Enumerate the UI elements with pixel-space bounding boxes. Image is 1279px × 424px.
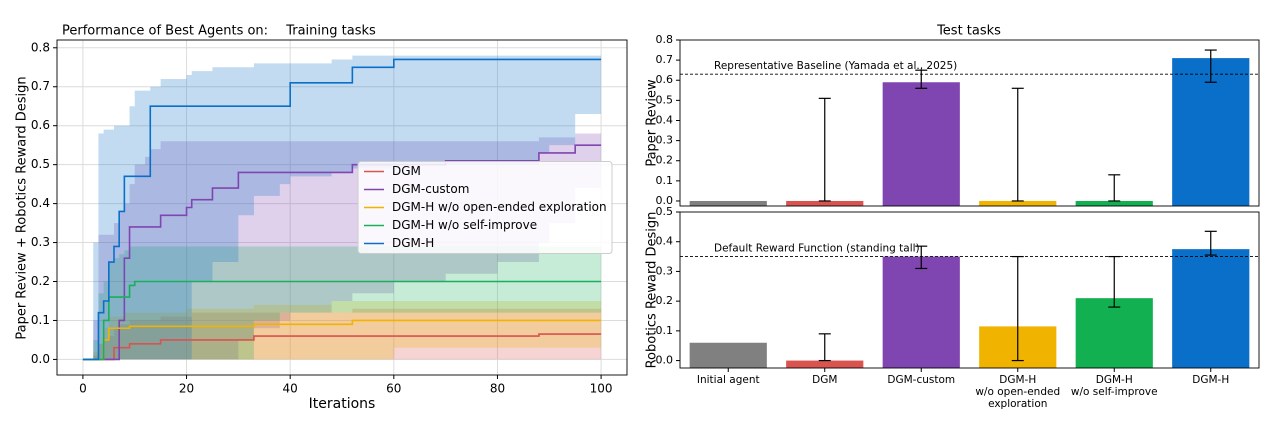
y-tick-label: 0.4 [31,196,50,210]
confidence-band [82,55,602,360]
y-tick-label: 0.8 [31,40,50,54]
bar [689,342,767,368]
bar [1075,298,1153,368]
confidence-band [82,246,602,360]
y-tick-label: 0.1 [656,174,674,187]
axes-frame [679,39,1260,207]
y-tick-label: 0.6 [31,118,50,132]
chart-title: Training tasks [285,24,376,39]
series-line [82,333,602,361]
reference-label: Default Reward Function (standing tall) [714,243,920,255]
legend-label: DGM-H [392,236,434,250]
y-tick-label: 0.3 [656,264,674,277]
x-tick-label: DGM-H w/o open-ended exploration [975,374,1061,410]
y-tick-label: 0.5 [656,205,674,218]
series-line [82,58,602,361]
y-tick-label: 0.7 [31,79,50,93]
axes-frame [56,39,628,376]
y-tick-label: 0.4 [656,235,674,248]
x-tick-label: 100 [590,382,613,396]
bar [882,256,960,368]
y-axis-label: Paper Review + Robotics Reward Design [15,76,30,339]
legend-label: DGM-H w/o open-ended exploration [392,200,607,214]
y-axis-label: Paper Review [645,79,660,167]
y-tick-label: 0.1 [656,324,674,337]
y-tick-label: 0.0 [656,354,674,367]
y-tick-label: 0.5 [31,157,50,171]
y-tick-label: 0.6 [656,73,674,86]
y-tick-label: 0.3 [31,235,50,249]
x-tick-label: 40 [283,382,298,396]
legend-label: DGM [392,164,421,178]
series-line [82,319,602,361]
x-tick-label: 60 [386,382,401,396]
legend-label: DGM-H w/o self-improve [392,218,537,232]
y-tick-label: 0.5 [656,93,674,106]
bar [1172,249,1250,368]
y-axis-label: Robotics Reward Design [645,212,660,369]
bar [689,200,767,206]
x-tick-label: DGM [812,374,838,386]
x-tick-label: Initial agent [696,374,760,386]
y-tick-label: 0.2 [656,294,674,307]
y-tick-label: 0.3 [656,134,674,147]
y-tick-label: 0.4 [656,113,674,126]
bar [786,360,864,368]
suptitle: Performance of Best Agents on: [62,24,268,39]
series-line [82,144,602,361]
x-axis-label: Iterations [309,396,376,412]
y-tick-label: 0.1 [31,313,50,327]
bar [979,200,1057,206]
confidence-band [82,300,602,360]
bar [786,200,864,206]
confidence-band [82,308,602,360]
x-tick-label: 0 [79,382,87,396]
x-tick-label: DGM-H [1192,374,1230,386]
reference-label: Representative Baseline (Yamada et al., … [714,60,957,72]
x-tick-label: DGM-custom [887,374,956,386]
y-tick-label: 0.0 [656,194,674,207]
y-tick-label: 0.2 [31,274,50,288]
y-tick-label: 0.2 [656,154,674,167]
y-tick-label: 0.7 [656,53,674,66]
bar [882,82,960,206]
legend-box [357,161,613,254]
axes-frame [679,211,1260,369]
series-line [82,280,602,361]
legend-label: DGM-custom [392,182,469,196]
y-tick-label: 0.0 [31,352,50,366]
x-tick-label: DGM-H w/o self-improve [1070,374,1158,398]
x-tick-label: 80 [490,382,505,396]
chart-title: Test tasks [936,24,1001,39]
x-tick-label: 20 [179,382,194,396]
y-tick-label: 0.8 [656,33,674,46]
bar [1075,200,1153,206]
